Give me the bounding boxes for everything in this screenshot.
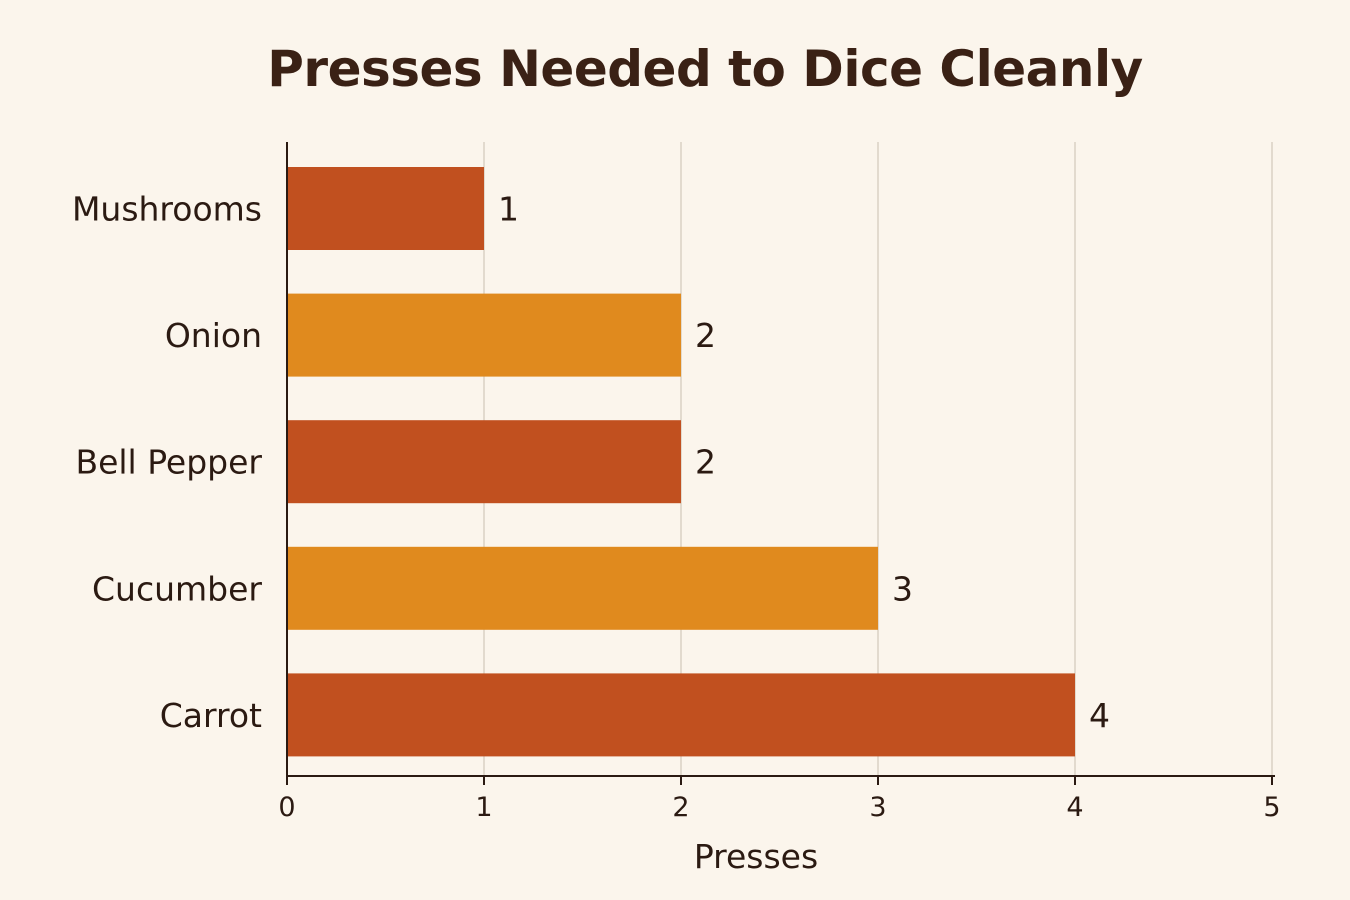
category-label-onion: Onion: [165, 316, 262, 355]
x-tick-label-2: 2: [672, 792, 689, 823]
x-axis-title: Presses: [694, 837, 818, 876]
x-tick-label-5: 5: [1263, 792, 1280, 823]
x-tick-label-0: 0: [278, 792, 295, 823]
value-label-onion: 2: [695, 316, 716, 355]
category-label-mushrooms: Mushrooms: [72, 190, 262, 229]
value-label-mushrooms: 1: [498, 190, 519, 229]
category-label-cucumber: Cucumber: [92, 569, 262, 608]
x-tick-label-3: 3: [869, 792, 886, 823]
category-label-bell-pepper: Bell Pepper: [75, 443, 262, 482]
bar-carrot: [287, 673, 1075, 757]
chart-title: Presses Needed to Dice Cleanly: [267, 40, 1143, 98]
bar-mushrooms: [287, 167, 484, 250]
value-label-bell-pepper: 2: [695, 443, 716, 482]
category-label-carrot: Carrot: [160, 696, 262, 735]
value-label-cucumber: 3: [892, 569, 913, 608]
labels: 1 Mushrooms 2 Onion 2 Bell Pepper 3 Cucumber 4 Ca…: [72, 190, 1281, 824]
value-label-carrot: 4: [1089, 696, 1110, 735]
x-tick-label-1: 1: [475, 792, 492, 823]
axes: [286, 142, 1275, 785]
x-tick-label-4: 4: [1066, 792, 1083, 823]
bar-cucumber: [287, 546, 878, 630]
bar-bell-pepper: [287, 420, 681, 504]
bars: [287, 167, 1075, 757]
bar-onion: [287, 293, 681, 377]
